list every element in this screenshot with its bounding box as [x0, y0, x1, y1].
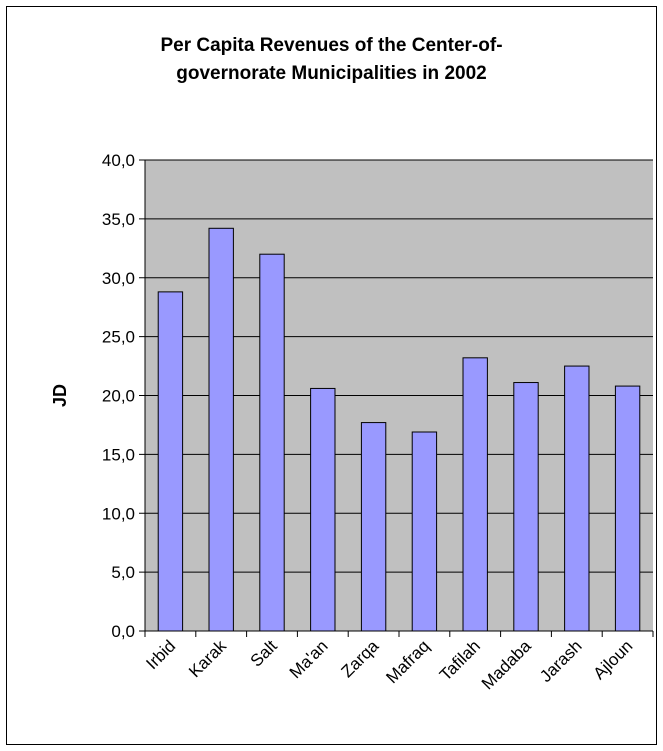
x-tick-label: Madaba — [478, 636, 535, 693]
x-tick-label: Irbid — [142, 636, 179, 673]
x-tick-labels: Irbid Karak Salt Ma'an Zarqa Mafraq TafilahMad… — [142, 636, 636, 693]
bar — [259, 253, 285, 632]
bar — [513, 382, 539, 632]
x-tick-label: Zarqa — [338, 636, 383, 681]
x-tick-label: Ajloun — [590, 636, 637, 683]
bar — [360, 422, 387, 632]
bar — [310, 387, 336, 632]
bar — [157, 291, 184, 632]
chart-title: Per Capita Revenues of the Center-of- go… — [0, 32, 663, 88]
bar — [411, 431, 438, 632]
y-tick-label: 20,0 — [102, 387, 135, 406]
x-tick-label: Ma'an — [286, 636, 332, 682]
y-tick-label: 15,0 — [102, 445, 135, 464]
chart-title-line-1: Per Capita Revenues of the Center-of- — [160, 35, 503, 56]
bar — [614, 385, 641, 632]
y-tick-label: 25,0 — [102, 328, 135, 347]
y-tick-labels: 0,0 5,0 10,0 15,0 20,0 25,0 30,0 35,0 40,0 — [102, 151, 135, 641]
chart-title-line-2: governorate Municipalities in 2002 — [176, 63, 487, 84]
y-tick-label: 5,0 — [111, 563, 135, 582]
y-tick-label: 10,0 — [102, 504, 135, 523]
y-tick-label: 35,0 — [102, 210, 135, 229]
y-tick-label: 40,0 — [102, 151, 135, 170]
y-tick-label: 30,0 — [102, 269, 135, 288]
y-axis-title: JD — [50, 384, 70, 407]
x-tick-label: Karak — [185, 636, 230, 681]
x-tick-label: Tafilah — [436, 636, 484, 684]
x-tick-label: Jarash — [536, 636, 586, 686]
axes — [139, 159, 654, 637]
x-tick-label: Salt — [247, 636, 281, 670]
bar — [208, 227, 234, 632]
bar — [462, 357, 488, 632]
y-tick-label: 0,0 — [111, 622, 135, 641]
x-tick-label: Mafraq — [382, 636, 433, 687]
bar — [564, 365, 590, 632]
